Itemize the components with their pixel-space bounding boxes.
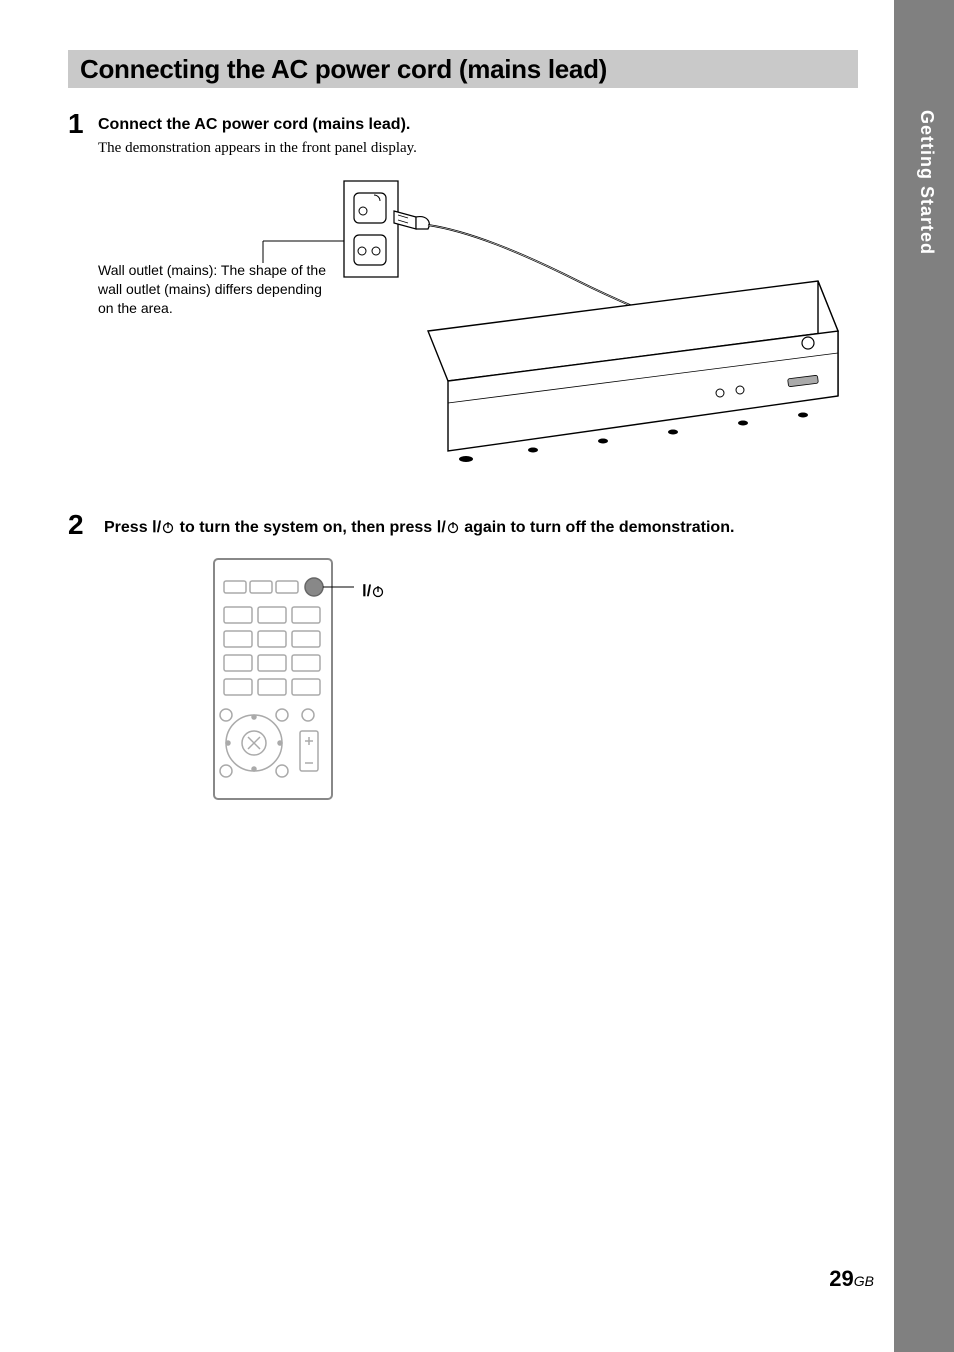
step-2-number: 2	[68, 511, 104, 539]
section-tab: Getting Started	[894, 0, 954, 1352]
nav-pad-icon	[220, 709, 288, 777]
page-number-value: 29	[829, 1266, 853, 1291]
step-1-desc: The demonstration appears in the front p…	[98, 140, 858, 157]
step-1: 1 Connect the AC power cord (mains lead)…	[68, 110, 858, 501]
step-2-text-post: again to turn off the demonstration.	[460, 519, 735, 536]
title-bar: Connecting the AC power cord (mains lead…	[68, 50, 858, 88]
plug-icon	[394, 211, 429, 229]
power-button-icon	[305, 578, 323, 596]
step-2: 2 Press Ⅰ/ to turn the system on, then p…	[68, 511, 858, 813]
step-2-heading: Press Ⅰ/ to turn the system on, then pre…	[104, 511, 858, 537]
power-icon	[446, 520, 460, 534]
step-2-text-mid: to turn the system on, then press	[175, 519, 436, 536]
step-1-heading: Connect the AC power cord (mains lead).	[98, 110, 858, 134]
remote-power-label: Ⅰ/	[362, 581, 385, 601]
figure-remote: Ⅰ/	[204, 553, 604, 813]
section-tab-label: Getting Started	[916, 110, 937, 255]
device-unit-icon	[428, 281, 838, 462]
figure-power-cord: Wall outlet (mains): The shape of the wa…	[98, 171, 858, 481]
page-number: 29GB	[829, 1266, 874, 1292]
power-icon	[371, 584, 385, 598]
step-1-number: 1	[68, 110, 98, 138]
power-cord-diagram	[98, 171, 858, 481]
power-symbol-1: Ⅰ/	[152, 519, 175, 536]
outlet-caption: Wall outlet (mains): The shape of the wa…	[98, 261, 328, 318]
page-number-suffix: GB	[854, 1273, 874, 1289]
wall-outlet-icon	[344, 181, 398, 277]
step-2-body: Press Ⅰ/ to turn the system on, then pre…	[104, 511, 858, 813]
page-content: Connecting the AC power cord (mains lead…	[68, 50, 858, 823]
step-2-text-pre: Press	[104, 519, 152, 536]
power-symbol-2: Ⅰ/	[437, 519, 460, 536]
manual-page: Getting Started Connecting the AC power …	[0, 0, 954, 1352]
remote-diagram	[204, 553, 604, 813]
step-1-body: Connect the AC power cord (mains lead). …	[98, 110, 858, 501]
page-title: Connecting the AC power cord (mains lead…	[80, 54, 607, 85]
power-icon	[161, 520, 175, 534]
